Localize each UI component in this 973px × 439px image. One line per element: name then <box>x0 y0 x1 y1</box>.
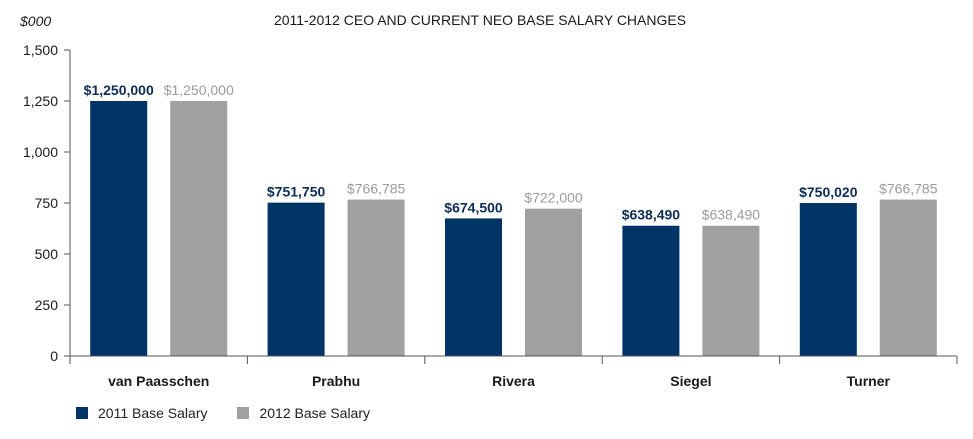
legend: 2011 Base Salary 2012 Base Salary <box>76 405 370 421</box>
data-label-2011: $1,250,000 <box>84 82 154 98</box>
bar-2011 <box>445 218 502 356</box>
data-label-2012: $1,250,000 <box>164 82 234 98</box>
legend-swatch-2011 <box>76 407 88 419</box>
x-tick-label: Turner <box>847 373 891 389</box>
data-label-2011: $751,750 <box>267 184 326 200</box>
data-label-2012: $638,490 <box>702 207 761 223</box>
y-tick-label: 0 <box>50 348 58 364</box>
legend-swatch-2012 <box>237 407 250 419</box>
x-axis: van Paasschen Prabhu Rivera Siegel Turner <box>69 355 958 389</box>
y-tick-label: 750 <box>35 195 59 211</box>
data-label-2012: $766,785 <box>879 181 938 197</box>
bar-chart: 2011-2012 CEO AND CURRENT NEO BASE SALAR… <box>19 12 958 389</box>
data-label-2011: $638,490 <box>622 207 681 223</box>
bar-2012 <box>702 225 760 356</box>
x-tick-label: Prabhu <box>312 373 360 389</box>
legend-item-2011: 2011 Base Salary <box>76 405 207 421</box>
bar-2011 <box>90 101 148 356</box>
bar-2011 <box>799 202 857 356</box>
x-tick-label: Siegel <box>670 373 711 389</box>
data-label-2012: $722,000 <box>524 190 583 206</box>
chart-title: 2011-2012 CEO AND CURRENT NEO BASE SALAR… <box>274 12 686 28</box>
y-tick-label: 500 <box>35 246 59 262</box>
data-label-2012: $766,785 <box>347 181 406 197</box>
bars-group: $1,250,000 $751,750 $674,500 $638,490 $750,0… <box>84 82 938 356</box>
y-tick-label: 250 <box>35 297 59 313</box>
bar-2012 <box>525 208 582 356</box>
data-label-2011: $750,020 <box>799 184 858 200</box>
y-axis-label: $000 <box>19 13 51 29</box>
legend-item-2012: 2012 Base Salary <box>237 405 370 421</box>
bar-2011 <box>267 202 325 356</box>
bar-2012 <box>347 199 405 356</box>
legend-label-2012: 2012 Base Salary <box>259 405 371 421</box>
x-tick-label: van Paasschen <box>108 373 209 389</box>
x-tick-label: Rivera <box>492 373 535 389</box>
bar-2011 <box>622 225 680 356</box>
bar-2012 <box>879 199 937 356</box>
y-tick-label: 1,500 <box>23 42 58 58</box>
data-label-2011: $674,500 <box>444 199 503 215</box>
bar-2012 <box>170 101 228 356</box>
y-tick-label: 1,000 <box>23 144 58 160</box>
legend-label-2011: 2011 Base Salary <box>98 405 208 421</box>
y-tick-label: 1,250 <box>23 93 58 109</box>
y-axis: 0 250 500 750 1,000 1,250 1,500 <box>23 42 71 364</box>
